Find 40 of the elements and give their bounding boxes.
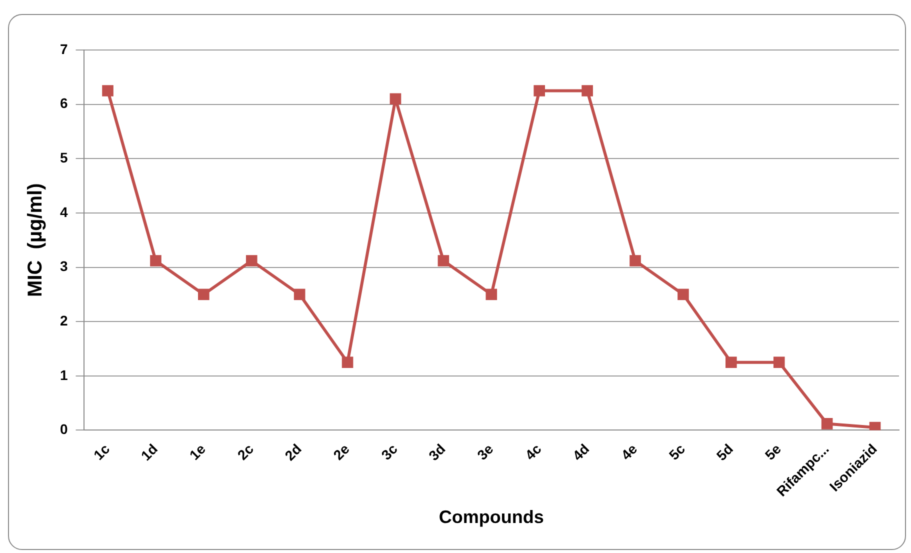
y-tick-label: 5 <box>60 149 68 166</box>
point <box>534 85 546 96</box>
y-tick-label: 1 <box>60 366 68 383</box>
x-tick-label: 1c <box>90 440 113 464</box>
point <box>486 288 498 300</box>
y-tick-label: 2 <box>60 312 68 328</box>
x-tick-label: 2d <box>282 440 304 464</box>
x-tick-label: 3c <box>378 440 400 464</box>
point <box>630 255 641 266</box>
x-tick-label: 2c <box>234 440 257 464</box>
x-tick-label: 4d <box>569 440 592 464</box>
point <box>102 85 114 96</box>
y-tick-label: 4 <box>60 204 68 220</box>
point <box>294 288 306 300</box>
x-tick-label: 1e <box>186 440 209 464</box>
point <box>726 356 737 368</box>
point <box>390 93 402 105</box>
y-axis-title: MIC (µg/ml) <box>24 183 47 297</box>
x-tick-label: 4c <box>522 440 544 464</box>
point <box>246 255 258 266</box>
point <box>150 255 162 266</box>
point <box>342 356 354 368</box>
point <box>821 418 833 430</box>
x-tick-label: 3e <box>474 440 496 464</box>
point <box>438 255 450 266</box>
x-tick-label: 1d <box>138 440 161 464</box>
x-tick-label: 5d <box>713 440 736 464</box>
point <box>198 288 210 300</box>
x-tick-label: 3d <box>425 440 448 464</box>
y-tick-label: 0 <box>60 421 68 438</box>
y-tick-label: 6 <box>60 95 68 112</box>
point <box>678 288 689 300</box>
x-tick-label: 5c <box>666 440 688 464</box>
x-tick-label: 4e <box>618 440 640 464</box>
point <box>773 356 785 368</box>
y-tick-label: 7 <box>60 40 68 57</box>
x-axis-title: Compounds <box>438 507 544 528</box>
x-tick-label: 2e <box>330 440 353 464</box>
y-tick-label: 3 <box>60 258 68 274</box>
point <box>582 85 593 96</box>
